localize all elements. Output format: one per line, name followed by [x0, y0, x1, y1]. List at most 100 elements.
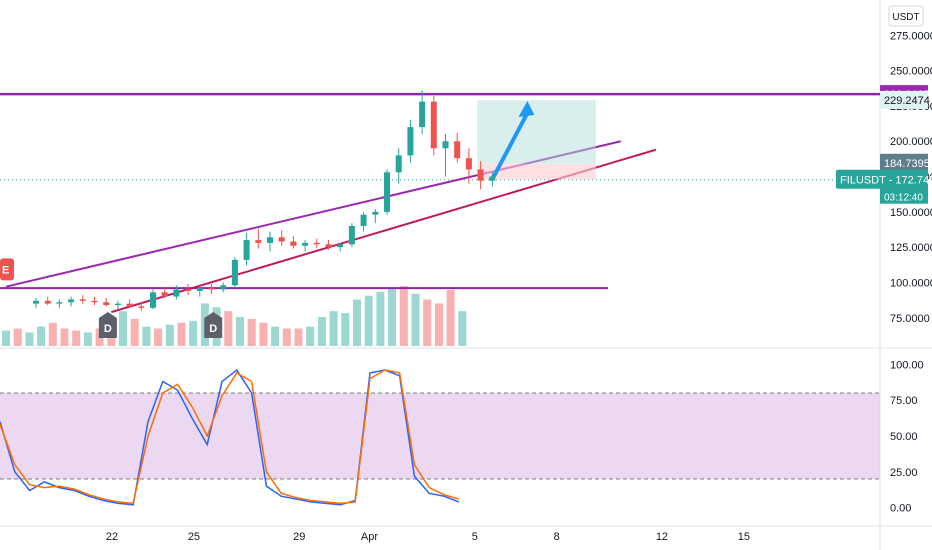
volume-bar: [2, 330, 10, 346]
candle-body: [430, 101, 437, 149]
candle-body: [337, 244, 344, 248]
volume-bar: [236, 316, 244, 346]
volume-bar: [306, 326, 315, 346]
volume-bar: [364, 295, 373, 346]
arrow-head-icon: [518, 100, 535, 117]
volume-bar: [329, 311, 338, 346]
volume-bar: [399, 286, 408, 346]
candlesticks: [33, 90, 496, 311]
volume-bar: [107, 330, 116, 346]
stoch-band: [0, 393, 880, 479]
candle-body: [185, 289, 192, 291]
volume-bar: [165, 324, 174, 346]
stoch-d-line: [0, 369, 460, 505]
time-axis[interactable]: 22 25 29 Apr 5 8 12 15: [106, 531, 750, 543]
volume-bar: [411, 293, 420, 346]
candle-body: [220, 285, 227, 290]
price-labels: 233.3685229.2474184.7395170.7278FILUSDT …: [836, 85, 932, 204]
candle-body: [465, 158, 472, 170]
volume-bar: [458, 311, 467, 346]
candle-body: [477, 169, 484, 181]
volume-bar: [83, 332, 92, 346]
event-markers[interactable]: D D E: [0, 258, 223, 338]
volume-bar: [271, 326, 280, 346]
time-tick-label: 25: [188, 531, 200, 543]
time-tick-label: 22: [106, 531, 118, 543]
volume-bar: [259, 322, 268, 346]
volume-bar: [224, 311, 233, 346]
forecast-arrow: [490, 112, 530, 181]
time-tick-label: 15: [738, 531, 750, 543]
last-price-value: FILUSDT - 172.7454: [840, 175, 932, 187]
candle-body: [79, 299, 86, 301]
candle-body: [103, 302, 110, 306]
volume-bar: [388, 287, 397, 346]
dividend-marker-label: D: [104, 323, 112, 335]
volume-bar: [154, 328, 163, 346]
stoch-tick-label: 75.00: [890, 395, 918, 407]
candle-body: [313, 242, 320, 245]
candle-body: [489, 176, 496, 181]
candle-body: [196, 288, 203, 291]
candle-body: [208, 288, 215, 290]
drawing-lines[interactable]: [0, 92, 880, 314]
volume-bar: [317, 316, 326, 346]
candle-body: [33, 300, 39, 304]
last-price-badge: [836, 169, 928, 189]
candle-body: [231, 259, 238, 286]
candle-body: [173, 289, 180, 297]
candle-body: [138, 306, 145, 308]
price-tick-label: 250.0000: [890, 66, 932, 78]
volume-bars: [2, 286, 467, 346]
candle-body: [360, 214, 367, 226]
currency-button[interactable]: USDT: [888, 5, 924, 27]
earnings-marker-badge: [0, 258, 14, 281]
candle-body: [150, 292, 156, 308]
earnings-marker-label: E: [2, 264, 9, 276]
candle-body: [267, 237, 273, 243]
price-tick-label: 275.0000: [890, 30, 932, 42]
stoch-tick-label: 0.00: [890, 503, 911, 515]
stoch-tick-label: 100.00: [890, 359, 924, 371]
volume-bar: [130, 318, 139, 346]
dividend-marker: D: [98, 312, 117, 338]
candle-body: [243, 240, 250, 260]
candle-body: [348, 225, 355, 245]
candle-body: [255, 240, 262, 243]
dividend-marker: D: [204, 312, 223, 338]
stochastic-pane: [0, 368, 880, 506]
stoch-tick-label: 25.00: [890, 467, 918, 479]
candle-body: [68, 299, 75, 303]
dividend-marker-label: D: [209, 323, 217, 335]
candle-body: [302, 242, 309, 246]
dividend-marker-badge: [98, 312, 117, 338]
volume-bar: [72, 330, 81, 346]
position-loss-zone: [477, 163, 596, 180]
stoch-tick-label: 50.00: [890, 431, 918, 443]
candle-body: [126, 303, 133, 307]
price-tick-label: 200.0000: [890, 136, 932, 148]
volume-bar: [189, 320, 198, 346]
stoch-k-line: [0, 368, 460, 506]
candle-body: [161, 292, 168, 297]
candle-body: [372, 211, 379, 215]
time-tick-label: Apr: [361, 531, 378, 543]
volume-bar: [60, 328, 69, 346]
volume-bar: [25, 332, 34, 346]
candle-body: [114, 303, 121, 306]
position-profit-zone: [477, 100, 596, 164]
price-label-value: 229.2474: [884, 95, 930, 107]
volume-bar: [446, 289, 455, 346]
volume-bar: [376, 291, 385, 346]
candle-body: [442, 141, 449, 149]
time-tick-label: 12: [656, 531, 668, 543]
volume-bar: [119, 311, 127, 346]
time-tick-label: 8: [554, 531, 560, 543]
price-label-badge: [880, 153, 928, 172]
price-tick-label: 150.0000: [890, 207, 932, 219]
countdown-value: 03:12:40: [884, 193, 923, 204]
price-label-badge: [880, 90, 928, 109]
dividend-marker-badge: [204, 312, 223, 338]
candle-body: [407, 127, 414, 156]
